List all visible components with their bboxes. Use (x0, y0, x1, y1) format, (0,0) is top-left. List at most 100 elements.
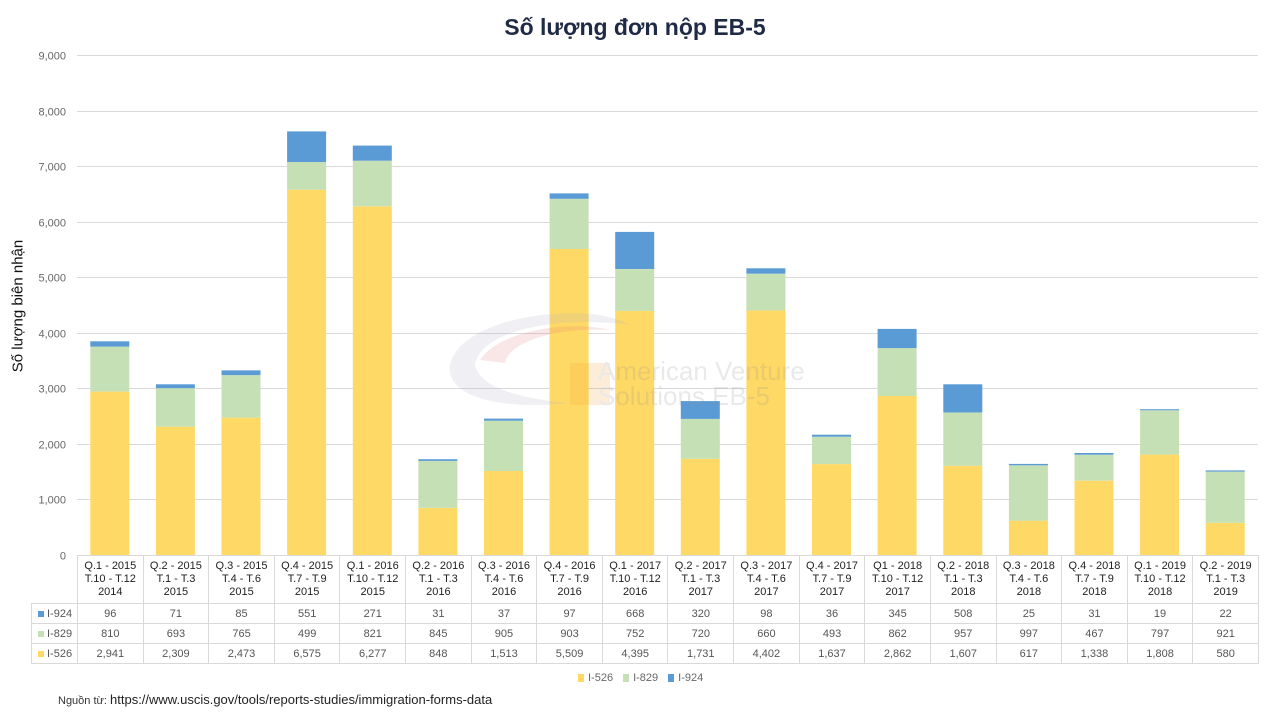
x-category-line: T.1 - T.3 (418, 573, 458, 585)
table-cell-value: 25 (995, 603, 1063, 624)
table-cell-value: 1,338 (1061, 643, 1128, 664)
table-cell-value: 320 (667, 603, 735, 624)
x-category-line: Q.1 - 2017 (609, 560, 662, 572)
x-category-line: Q.1 - 2016 (346, 560, 399, 572)
bar-segment-i-829 (155, 388, 195, 427)
series-name: I-924 (47, 607, 73, 620)
bars (90, 131, 1245, 556)
legend: I-526 I-829 I-924 (578, 672, 703, 684)
legend-swatch-icon (38, 650, 44, 657)
table-cell-value: 668 (601, 603, 669, 624)
x-category-line: T.7 - T.9 (287, 573, 327, 585)
x-category-line: 2017 (688, 586, 714, 598)
bar-segment-i-526 (484, 470, 523, 555)
bar-segment-i-526 (615, 310, 655, 555)
table-cell-value: 22 (1192, 603, 1259, 624)
y-tick-label: 2,000 (38, 440, 66, 452)
legend-label: I-924 (678, 672, 704, 684)
x-category-line: 2015 (294, 586, 320, 598)
bar-segment-i-526 (1140, 454, 1180, 555)
x-category-label: Q.3 - 2016 T.4 - T.6 2016 (470, 555, 538, 604)
table-row: I-924 96 71 85 551 271 31 37 97 668 320 98 36 345 508 2… (31, 603, 1259, 624)
bar-segment-i-829 (90, 346, 130, 392)
x-category-line: Q.2 - 2018 (937, 560, 990, 572)
x-category-line: T.10 - T.12 (347, 573, 399, 585)
table-row-label: I-924 (31, 603, 78, 624)
bar-segment-i-526 (418, 507, 458, 555)
x-category-line: Q.4 - 2018 (1068, 560, 1121, 572)
x-category-line: T.10 - T.12 (872, 573, 924, 585)
table-corner (32, 556, 78, 604)
x-category-line: 2015 (163, 586, 189, 598)
table-cell-value: 921 (1192, 623, 1259, 644)
table-cell-value: 903 (536, 623, 603, 644)
table-cell-value: 4,402 (733, 643, 800, 664)
bar-segment-i-526 (549, 248, 589, 555)
chart-title: Số lượng đơn nộp EB-5 (504, 14, 766, 40)
table-cell-value: 97 (536, 603, 603, 624)
x-category-label: Q.3 - 2018 T.4 - T.6 2018 (995, 555, 1063, 604)
source-note: Nguồn từ: https://www.uscis.gov/tools/re… (58, 692, 492, 707)
series-name: I-829 (47, 627, 73, 640)
table-cell-value: 1,731 (667, 643, 735, 664)
bar-segment-i-924 (877, 328, 917, 349)
legend-label: I-829 (633, 672, 659, 684)
x-category-line: 2017 (885, 586, 910, 598)
x-category-label: Q.4 - 2015 T.7 - T.9 2015 (273, 555, 341, 604)
bar-segment-i-924 (352, 145, 392, 161)
legend-item: I-924 (668, 672, 703, 684)
bar-segment-i-829 (1008, 465, 1048, 521)
bar-segment-i-829 (484, 420, 523, 471)
source-url[interactable]: https://www.uscis.gov/tools/reports-stud… (110, 692, 493, 707)
table-cell-value: 660 (733, 623, 800, 644)
table-cell-value: 98 (733, 603, 800, 624)
x-category-line: T.7 - T.9 (550, 573, 590, 585)
table-cell-value: 345 (864, 603, 931, 624)
bar-segment-i-829 (221, 375, 261, 418)
bar-segment-i-829 (812, 436, 851, 465)
table-cell-value: 765 (208, 623, 275, 644)
x-category-label: Q.3 - 2017 T.4 - T.6 2017 (733, 555, 800, 604)
x-category-line: T.4 - T.6 (1009, 573, 1049, 585)
table-cell-value: 1,513 (470, 643, 538, 664)
y-tick-label: 6,000 (38, 218, 66, 230)
bar-segment-i-924 (746, 268, 786, 274)
table-cell-value: 37 (470, 603, 538, 624)
x-category-label: Q.4 - 2018 T.7 - T.9 2018 (1061, 555, 1128, 604)
series-name: I-526 (47, 647, 73, 660)
table-cell-value: 85 (208, 603, 275, 624)
x-category-label: Q.4 - 2016 T.7 - T.9 2016 (536, 555, 603, 604)
bar-segment-i-924 (943, 384, 983, 413)
y-axis-ticks: 0 1,000 2,000 3,000 4,000 5,000 6,000 7,000 8,00… (38, 51, 66, 561)
bar-segment-i-526 (90, 391, 130, 555)
table-cell-value: 693 (142, 623, 210, 644)
y-tick-label: 9,000 (38, 51, 66, 63)
table-row: I-526 2,941 2,309 2,473 6,575 6,277 848 1,513 5,… (31, 643, 1259, 664)
bar-segment-i-829 (1074, 454, 1114, 481)
table-cell-value: 997 (995, 623, 1063, 644)
legend-swatch-icon (38, 630, 44, 637)
x-category-line: Q.2 - 2019 (1199, 560, 1252, 572)
y-tick-label: 8,000 (38, 107, 66, 119)
table-cell-value: 467 (1061, 623, 1128, 644)
bar-segment-i-526 (221, 417, 261, 555)
x-category-line: 2017 (819, 586, 845, 598)
x-category-line: T.7 - T.9 (812, 573, 852, 585)
bar-segment-i-829 (549, 198, 589, 249)
bar-segment-i-526 (943, 465, 983, 555)
x-category-line: Q1 - 2018 (873, 560, 923, 572)
x-category-line: T.10 - T.12 (609, 573, 661, 585)
x-category-line: Q.2 - 2017 (674, 560, 727, 572)
table-row-label: I-526 (31, 643, 78, 664)
x-category-line: Q.3 - 2018 (1002, 560, 1055, 572)
bar-segment-i-526 (746, 310, 786, 555)
table-cell-value: 499 (273, 623, 341, 644)
x-category-line: T.4 - T.6 (746, 573, 786, 585)
table-cell-value: 821 (339, 623, 407, 644)
legend-swatch-icon (578, 674, 584, 682)
bar-segment-i-924 (155, 384, 195, 389)
x-category-line: T.10 - T.12 (1134, 573, 1186, 585)
bar-segment-i-924 (1008, 463, 1048, 466)
bar-segment-i-829 (352, 160, 392, 207)
x-category-line: 2014 (98, 586, 123, 598)
